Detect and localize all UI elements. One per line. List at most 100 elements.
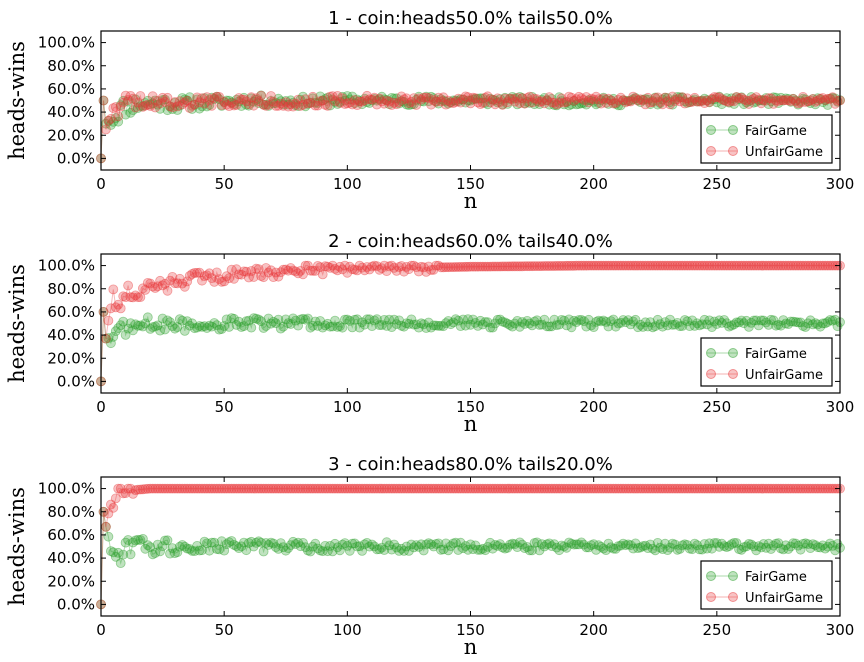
x-tick-label: 250 <box>703 398 732 416</box>
data-point <box>620 97 631 108</box>
data-point <box>827 93 838 103</box>
legend: FairGame UnfairGame <box>700 337 833 387</box>
data-point <box>339 99 350 109</box>
data-point <box>554 98 565 108</box>
data-point <box>687 96 698 107</box>
data-point <box>534 97 545 107</box>
data-point <box>810 99 821 110</box>
data-point <box>524 318 535 329</box>
legend-marker <box>728 348 738 358</box>
data-point <box>238 92 249 103</box>
data-point <box>699 93 710 104</box>
legend-label: FairGame <box>745 347 807 362</box>
data-point <box>270 101 281 111</box>
data-point <box>364 98 375 108</box>
data-point <box>539 98 550 109</box>
data-point <box>354 96 365 107</box>
data-point <box>628 94 638 105</box>
data-point <box>307 93 318 104</box>
data-point <box>266 318 276 329</box>
data-point <box>423 317 434 328</box>
data-point <box>517 93 528 103</box>
data-point <box>357 317 368 328</box>
data-point <box>684 97 695 108</box>
data-point <box>322 100 333 111</box>
data-point <box>283 318 294 329</box>
data-point <box>470 93 481 104</box>
data-point <box>433 98 444 109</box>
data-point <box>788 93 799 104</box>
x-tick-label: 150 <box>456 175 485 193</box>
data-point <box>399 94 409 105</box>
data-point <box>583 97 594 108</box>
data-point <box>115 303 126 314</box>
data-point <box>497 99 508 110</box>
data-point <box>635 97 646 107</box>
data-point <box>440 96 451 107</box>
data-point <box>438 95 449 106</box>
data-point <box>320 94 331 104</box>
data-point <box>263 99 274 110</box>
data-point <box>261 99 271 110</box>
data-point <box>132 97 143 108</box>
data-point <box>337 322 348 333</box>
y-tick-label: 80.0% <box>47 280 95 298</box>
data-point <box>608 93 619 104</box>
chart-panel-2: 2 - coin:heads60.0% tails40.0%0 50 100 150 2… <box>5 231 854 436</box>
data-point <box>179 97 190 108</box>
data-point <box>381 95 392 105</box>
data-point <box>327 321 338 332</box>
data-point <box>820 95 831 105</box>
data-point <box>258 99 269 110</box>
data-point <box>266 91 276 101</box>
data-point <box>416 318 427 329</box>
data-point <box>413 93 424 104</box>
chart-title: 1 - coin:heads50.0% tails50.0% <box>328 8 613 29</box>
data-point <box>820 95 831 106</box>
data-point <box>428 93 439 103</box>
data-point <box>522 315 533 326</box>
data-point <box>650 92 661 103</box>
data-point <box>736 92 747 103</box>
data-point <box>537 95 547 105</box>
data-point <box>780 95 791 105</box>
data-point <box>342 91 353 101</box>
data-point <box>716 99 727 110</box>
data-point <box>334 321 345 332</box>
data-point <box>386 93 397 103</box>
data-point <box>435 96 446 107</box>
data-point <box>189 99 200 110</box>
y-tick-label: 60.0% <box>47 303 95 321</box>
data-point <box>825 94 835 104</box>
data-point <box>711 92 722 103</box>
data-point <box>155 325 166 336</box>
data-point <box>492 97 503 108</box>
data-point <box>391 93 402 104</box>
data-point <box>433 92 444 103</box>
data-point <box>692 96 702 107</box>
data-point <box>106 338 116 349</box>
data-point <box>300 314 311 325</box>
data-point <box>123 95 134 105</box>
data-point <box>702 95 712 106</box>
data-point <box>115 101 126 112</box>
data-point <box>369 94 380 104</box>
data-point <box>766 96 776 107</box>
data-point <box>490 99 501 110</box>
data-point <box>169 98 180 108</box>
data-point <box>694 96 705 106</box>
data-point <box>391 99 402 110</box>
legend-marker <box>706 146 716 156</box>
data-point <box>640 99 651 110</box>
data-point <box>697 95 707 106</box>
data-point <box>268 96 279 107</box>
data-point <box>162 105 173 116</box>
data-point <box>549 97 560 108</box>
data-point <box>288 101 299 112</box>
data-point <box>182 95 193 106</box>
data-point <box>137 101 148 111</box>
data-point <box>825 93 835 104</box>
data-point <box>132 320 143 331</box>
data-point <box>298 313 308 324</box>
data-point <box>266 96 276 106</box>
